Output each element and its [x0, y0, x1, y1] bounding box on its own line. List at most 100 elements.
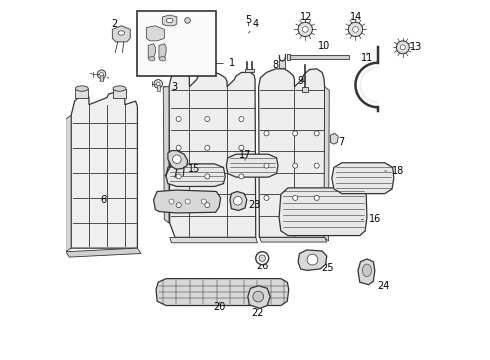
Ellipse shape: [75, 86, 88, 91]
Text: 7: 7: [334, 137, 344, 147]
Circle shape: [205, 203, 210, 208]
Text: 23: 23: [242, 200, 260, 210]
Circle shape: [298, 22, 313, 37]
Polygon shape: [163, 15, 177, 26]
Circle shape: [205, 117, 210, 122]
Circle shape: [314, 131, 319, 136]
Circle shape: [100, 72, 103, 76]
Circle shape: [264, 163, 269, 168]
Ellipse shape: [148, 57, 155, 61]
Polygon shape: [71, 92, 137, 248]
Circle shape: [396, 41, 409, 54]
Circle shape: [348, 22, 363, 37]
Text: 22: 22: [251, 308, 264, 318]
Circle shape: [239, 174, 244, 179]
Text: 15: 15: [188, 164, 200, 174]
Polygon shape: [259, 237, 327, 242]
Polygon shape: [66, 116, 71, 252]
Text: 20: 20: [214, 302, 226, 312]
Text: 10: 10: [318, 41, 330, 50]
Circle shape: [185, 199, 190, 204]
Ellipse shape: [159, 57, 166, 61]
Polygon shape: [113, 89, 126, 98]
Polygon shape: [298, 250, 327, 270]
Text: 17: 17: [239, 150, 251, 160]
Polygon shape: [147, 26, 164, 41]
Circle shape: [169, 199, 174, 204]
Circle shape: [293, 163, 298, 168]
Circle shape: [259, 255, 266, 261]
Text: 9: 9: [297, 76, 305, 86]
Circle shape: [176, 203, 181, 208]
Text: 16: 16: [362, 215, 381, 224]
Text: 19: 19: [196, 200, 208, 210]
Circle shape: [154, 80, 163, 88]
Polygon shape: [153, 190, 220, 213]
Polygon shape: [358, 259, 375, 285]
Polygon shape: [330, 134, 338, 144]
Polygon shape: [324, 87, 329, 241]
Polygon shape: [170, 237, 258, 243]
Text: 13: 13: [403, 42, 422, 52]
Circle shape: [97, 70, 106, 78]
Circle shape: [314, 195, 319, 201]
Ellipse shape: [363, 264, 371, 276]
Polygon shape: [66, 248, 141, 257]
Text: 3: 3: [164, 82, 177, 92]
Text: 8: 8: [272, 60, 281, 70]
Polygon shape: [287, 54, 290, 60]
Circle shape: [307, 254, 318, 265]
Circle shape: [239, 203, 244, 208]
Circle shape: [253, 291, 264, 302]
Polygon shape: [259, 69, 324, 237]
Text: 25: 25: [315, 263, 334, 273]
Polygon shape: [302, 87, 308, 92]
Circle shape: [205, 174, 210, 179]
Text: 12: 12: [300, 12, 312, 22]
Circle shape: [176, 174, 181, 179]
Circle shape: [201, 199, 206, 204]
Polygon shape: [148, 44, 155, 58]
Circle shape: [156, 82, 160, 86]
Text: 1: 1: [201, 58, 235, 68]
Polygon shape: [226, 154, 278, 177]
Polygon shape: [159, 44, 166, 58]
Circle shape: [172, 155, 181, 163]
Text: 24: 24: [371, 281, 390, 291]
Polygon shape: [157, 85, 160, 91]
Circle shape: [302, 27, 308, 32]
Polygon shape: [288, 55, 349, 59]
Polygon shape: [100, 75, 103, 81]
Circle shape: [205, 145, 210, 150]
Polygon shape: [168, 150, 188, 169]
Polygon shape: [248, 286, 270, 309]
Polygon shape: [245, 69, 254, 72]
Text: 11: 11: [361, 53, 373, 63]
Circle shape: [293, 195, 298, 201]
Ellipse shape: [167, 18, 173, 23]
Text: 14: 14: [350, 12, 362, 22]
Polygon shape: [230, 192, 247, 211]
Circle shape: [176, 145, 181, 150]
Ellipse shape: [113, 86, 126, 91]
Circle shape: [400, 45, 405, 50]
Circle shape: [264, 195, 269, 201]
Bar: [137, 12, 216, 76]
Polygon shape: [332, 163, 394, 194]
Circle shape: [314, 163, 319, 168]
Polygon shape: [169, 72, 256, 237]
Circle shape: [239, 145, 244, 150]
Polygon shape: [166, 164, 225, 186]
Ellipse shape: [118, 31, 124, 35]
Polygon shape: [75, 89, 88, 98]
Text: 6: 6: [100, 195, 107, 205]
Circle shape: [293, 131, 298, 136]
Circle shape: [185, 18, 191, 23]
Polygon shape: [279, 60, 285, 68]
Text: 3: 3: [98, 73, 109, 83]
Circle shape: [176, 117, 181, 122]
Text: 4: 4: [248, 19, 259, 33]
Polygon shape: [163, 87, 169, 223]
Circle shape: [256, 252, 269, 265]
Polygon shape: [112, 26, 130, 42]
